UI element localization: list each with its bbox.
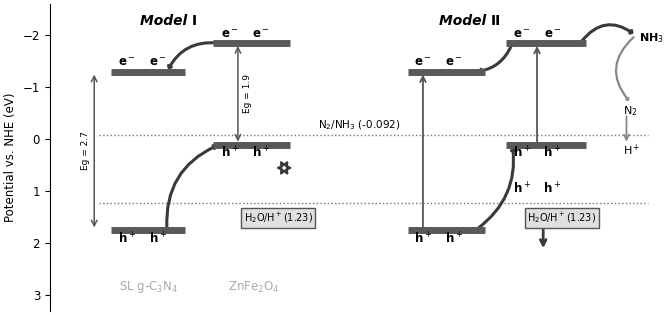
Text: SL g-C$_3$N$_4$: SL g-C$_3$N$_4$ xyxy=(119,279,178,295)
Text: e$^-$: e$^-$ xyxy=(149,56,167,69)
Text: Eg = 1.9: Eg = 1.9 xyxy=(243,74,252,113)
Text: NH$_3$: NH$_3$ xyxy=(639,31,663,45)
Text: H$^+$: H$^+$ xyxy=(624,143,641,158)
Text: h$^+$: h$^+$ xyxy=(118,232,136,247)
Text: Eg = 2.7: Eg = 2.7 xyxy=(81,132,90,170)
Text: Model: Model xyxy=(439,14,491,28)
Text: e$^-$: e$^-$ xyxy=(445,56,462,69)
Text: I: I xyxy=(192,14,197,28)
Text: H$_2$O/H$^+$(1.23): H$_2$O/H$^+$(1.23) xyxy=(243,210,312,225)
Text: h$^+$: h$^+$ xyxy=(221,146,239,161)
Text: e$^-$: e$^-$ xyxy=(221,28,239,41)
Text: N$_2$/NH$_3$ (-0.092): N$_2$/NH$_3$ (-0.092) xyxy=(318,118,401,132)
Text: N$_2$: N$_2$ xyxy=(624,104,638,117)
Text: h$^+$: h$^+$ xyxy=(445,232,463,247)
Text: e$^-$: e$^-$ xyxy=(118,56,136,69)
Text: h$^+$: h$^+$ xyxy=(513,146,531,161)
Text: e$^-$: e$^-$ xyxy=(544,28,561,41)
Text: e$^-$: e$^-$ xyxy=(513,28,530,41)
Text: h$^+$: h$^+$ xyxy=(252,146,269,161)
Text: h$^+$: h$^+$ xyxy=(544,181,562,196)
Text: ZnFe$_2$O$_4$: ZnFe$_2$O$_4$ xyxy=(228,280,279,295)
Text: H$_2$O/H$^+$(1.23): H$_2$O/H$^+$(1.23) xyxy=(528,210,596,225)
Text: e$^-$: e$^-$ xyxy=(414,56,432,69)
Text: e$^-$: e$^-$ xyxy=(252,28,269,41)
Text: Model: Model xyxy=(140,14,192,28)
Text: h$^+$: h$^+$ xyxy=(544,146,562,161)
Text: h$^+$: h$^+$ xyxy=(513,181,531,196)
Y-axis label: Potential vs. NHE (eV): Potential vs. NHE (eV) xyxy=(4,93,17,222)
Text: II: II xyxy=(491,14,501,28)
Text: h$^+$: h$^+$ xyxy=(414,232,432,247)
Text: h$^+$: h$^+$ xyxy=(149,232,167,247)
